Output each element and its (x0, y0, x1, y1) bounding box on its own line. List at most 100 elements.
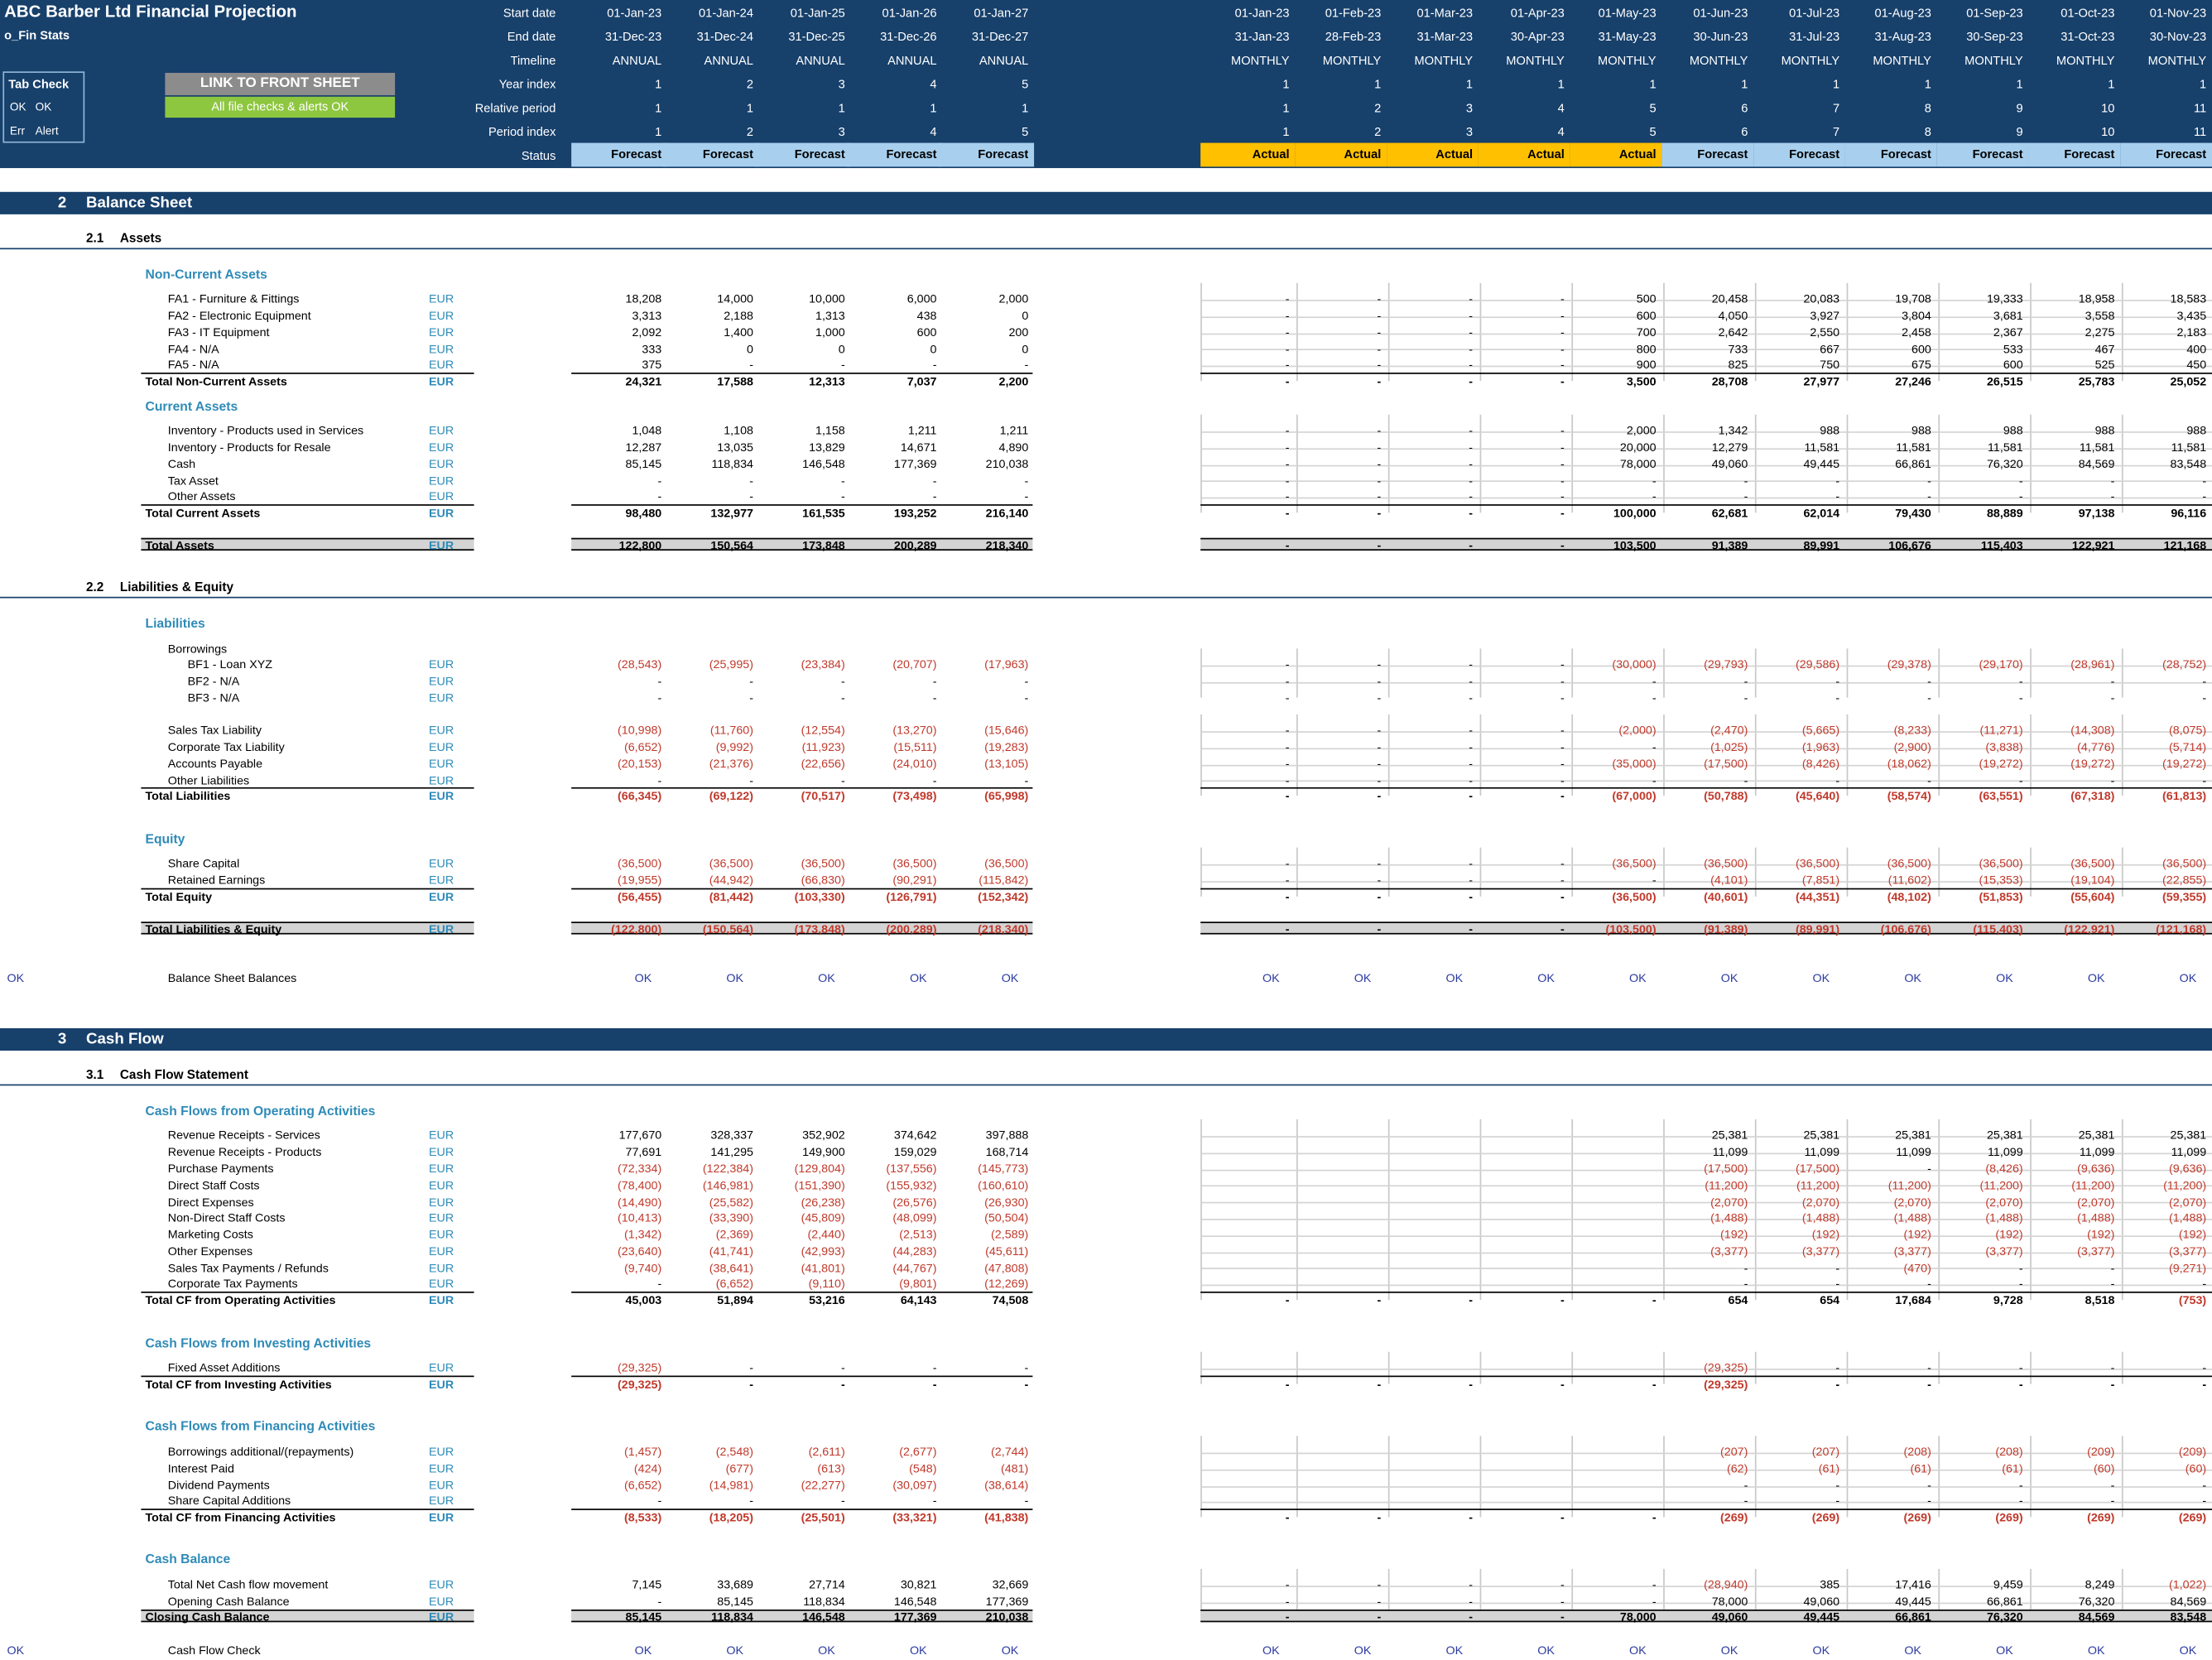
annual-value-cell[interactable]: 53,216 (809, 1292, 845, 1307)
annual-value-cell[interactable]: (50,504) (984, 1210, 1029, 1225)
annual-value-cell[interactable]: - (1024, 1377, 1029, 1392)
annual-value-cell[interactable]: (20,153) (618, 756, 662, 771)
monthly-value-cell[interactable]: 400 (2186, 341, 2207, 356)
monthly-value-cell[interactable]: 2,458 (1902, 325, 1931, 339)
annual-value-cell[interactable]: - (932, 488, 937, 503)
annual-value-cell[interactable]: - (840, 1377, 845, 1392)
annual-value-cell[interactable]: (17,963) (984, 657, 1029, 671)
monthly-value-cell[interactable]: - (2202, 1276, 2207, 1291)
annual-value-cell[interactable]: (10,413) (618, 1210, 662, 1225)
monthly-value-cell[interactable]: (22,855) (2162, 873, 2207, 888)
annual-value-cell[interactable]: (23,640) (618, 1244, 662, 1258)
annual-value-cell[interactable]: (200,289) (886, 921, 937, 936)
monthly-value-cell[interactable]: 11,099 (2171, 1144, 2207, 1159)
annual-value-cell[interactable]: 12,313 (809, 373, 845, 388)
monthly-value-cell[interactable]: (58,574) (1887, 788, 1931, 803)
monthly-value-cell[interactable]: 83,548 (2170, 1609, 2207, 1624)
monthly-value-cell[interactable]: 78,000 (1619, 1609, 1657, 1624)
monthly-value-cell[interactable]: - (1652, 473, 1657, 488)
monthly-value-cell[interactable]: OK (1720, 1643, 1738, 1658)
monthly-value-cell[interactable]: (55,604) (2070, 889, 2115, 904)
monthly-value-cell[interactable]: (28,940) (1704, 1577, 1748, 1592)
monthly-value-cell[interactable]: 19,708 (1895, 291, 1931, 306)
monthly-value-cell[interactable]: - (1469, 723, 1474, 737)
monthly-value-cell[interactable]: (3,377) (2077, 1244, 2115, 1258)
monthly-value-cell[interactable]: 49,060 (1711, 1609, 1748, 1624)
annual-value-cell[interactable]: (29,325) (618, 1377, 662, 1392)
monthly-value-cell[interactable]: 18,583 (2170, 291, 2207, 306)
annual-value-cell[interactable]: (13,270) (892, 723, 937, 737)
monthly-value-cell[interactable]: (121,168) (2156, 921, 2207, 936)
monthly-value-cell[interactable]: 66,861 (1895, 1609, 1931, 1624)
annual-value-cell[interactable]: - (749, 1359, 753, 1374)
monthly-value-cell[interactable]: (2,900) (1893, 739, 1931, 754)
annual-value-cell[interactable]: 328,337 (710, 1128, 753, 1142)
annual-value-cell[interactable]: (30,097) (892, 1478, 937, 1492)
monthly-value-cell[interactable]: - (1560, 855, 1565, 870)
monthly-value-cell[interactable]: - (1285, 1509, 1290, 1524)
annual-value-cell[interactable]: (11,923) (801, 739, 845, 754)
monthly-value-cell[interactable]: - (1835, 690, 1840, 705)
monthly-value-cell[interactable]: - (2202, 1359, 2207, 1374)
annual-value-cell[interactable]: 18,208 (625, 291, 662, 306)
monthly-value-cell[interactable]: (2,470) (1710, 723, 1748, 737)
monthly-value-cell[interactable]: 97,138 (2078, 505, 2115, 520)
monthly-value-cell[interactable]: - (1285, 723, 1290, 737)
monthly-value-cell[interactable]: - (1560, 291, 1565, 306)
monthly-value-cell[interactable]: - (1652, 1509, 1657, 1524)
monthly-value-cell[interactable]: - (1743, 772, 1748, 787)
annual-value-cell[interactable]: (72,334) (618, 1161, 662, 1176)
monthly-value-cell[interactable]: OK (1720, 970, 1738, 985)
annual-value-cell[interactable]: OK (909, 1643, 927, 1658)
monthly-value-cell[interactable]: 106,676 (1888, 537, 1931, 552)
annual-value-cell[interactable]: (19,955) (618, 873, 662, 888)
monthly-value-cell[interactable]: (1,488) (2168, 1210, 2207, 1225)
monthly-value-cell[interactable]: 76,320 (1986, 1609, 2023, 1624)
monthly-value-cell[interactable]: (209) (2178, 1444, 2207, 1459)
monthly-value-cell[interactable]: OK (1537, 1643, 1555, 1658)
monthly-value-cell[interactable]: - (1377, 357, 1382, 372)
annual-value-cell[interactable]: - (840, 488, 845, 503)
annual-value-cell[interactable]: (29,325) (618, 1359, 662, 1374)
annual-value-cell[interactable]: 149,900 (802, 1144, 845, 1159)
monthly-value-cell[interactable]: (61) (1818, 1460, 1840, 1475)
monthly-value-cell[interactable]: 27,977 (1803, 373, 1840, 388)
annual-value-cell[interactable]: OK (726, 1643, 744, 1658)
annual-value-cell[interactable]: 118,834 (711, 1609, 753, 1624)
monthly-value-cell[interactable]: - (1469, 690, 1474, 705)
monthly-value-cell[interactable]: (209) (2087, 1444, 2115, 1459)
annual-value-cell[interactable]: (9,110) (808, 1276, 845, 1291)
monthly-value-cell[interactable]: - (1285, 440, 1290, 455)
monthly-value-cell[interactable]: - (1285, 1377, 1290, 1392)
monthly-value-cell[interactable]: (18,062) (1887, 756, 1931, 771)
monthly-value-cell[interactable]: - (1560, 673, 1565, 688)
monthly-value-cell[interactable]: - (1469, 673, 1474, 688)
monthly-value-cell[interactable]: - (1285, 357, 1290, 372)
monthly-value-cell[interactable]: - (1927, 772, 1931, 787)
monthly-value-cell[interactable]: - (1285, 690, 1290, 705)
monthly-value-cell[interactable]: - (1560, 341, 1565, 356)
monthly-value-cell[interactable]: OK (2179, 1643, 2197, 1658)
annual-value-cell[interactable]: 6,000 (906, 291, 937, 306)
annual-value-cell[interactable]: - (840, 357, 845, 372)
monthly-value-cell[interactable]: 8,518 (2085, 1292, 2115, 1307)
annual-value-cell[interactable]: 333 (642, 341, 662, 356)
annual-value-cell[interactable]: 177,670 (618, 1128, 662, 1142)
monthly-value-cell[interactable]: 3,500 (1626, 373, 1657, 388)
annual-value-cell[interactable]: - (749, 690, 753, 705)
monthly-value-cell[interactable]: (5,665) (1801, 723, 1840, 737)
monthly-value-cell[interactable]: (1,488) (1801, 1210, 1840, 1225)
annual-value-cell[interactable]: (33,390) (709, 1210, 753, 1225)
monthly-value-cell[interactable]: 84,569 (2078, 456, 2115, 471)
monthly-value-cell[interactable]: 25,381 (1711, 1128, 1748, 1142)
annual-value-cell[interactable]: OK (909, 970, 927, 985)
monthly-value-cell[interactable]: 76,320 (2078, 1594, 2115, 1609)
monthly-value-cell[interactable]: - (1285, 341, 1290, 356)
annual-value-cell[interactable]: (173,848) (794, 921, 845, 936)
monthly-value-cell[interactable]: (61,813) (2162, 788, 2207, 803)
annual-value-cell[interactable]: (15,646) (984, 723, 1029, 737)
monthly-value-cell[interactable]: 66,861 (1986, 1594, 2023, 1609)
annual-value-cell[interactable]: (115,842) (979, 873, 1029, 888)
annual-value-cell[interactable]: 7,037 (906, 373, 937, 388)
annual-value-cell[interactable]: (65,998) (984, 788, 1029, 803)
